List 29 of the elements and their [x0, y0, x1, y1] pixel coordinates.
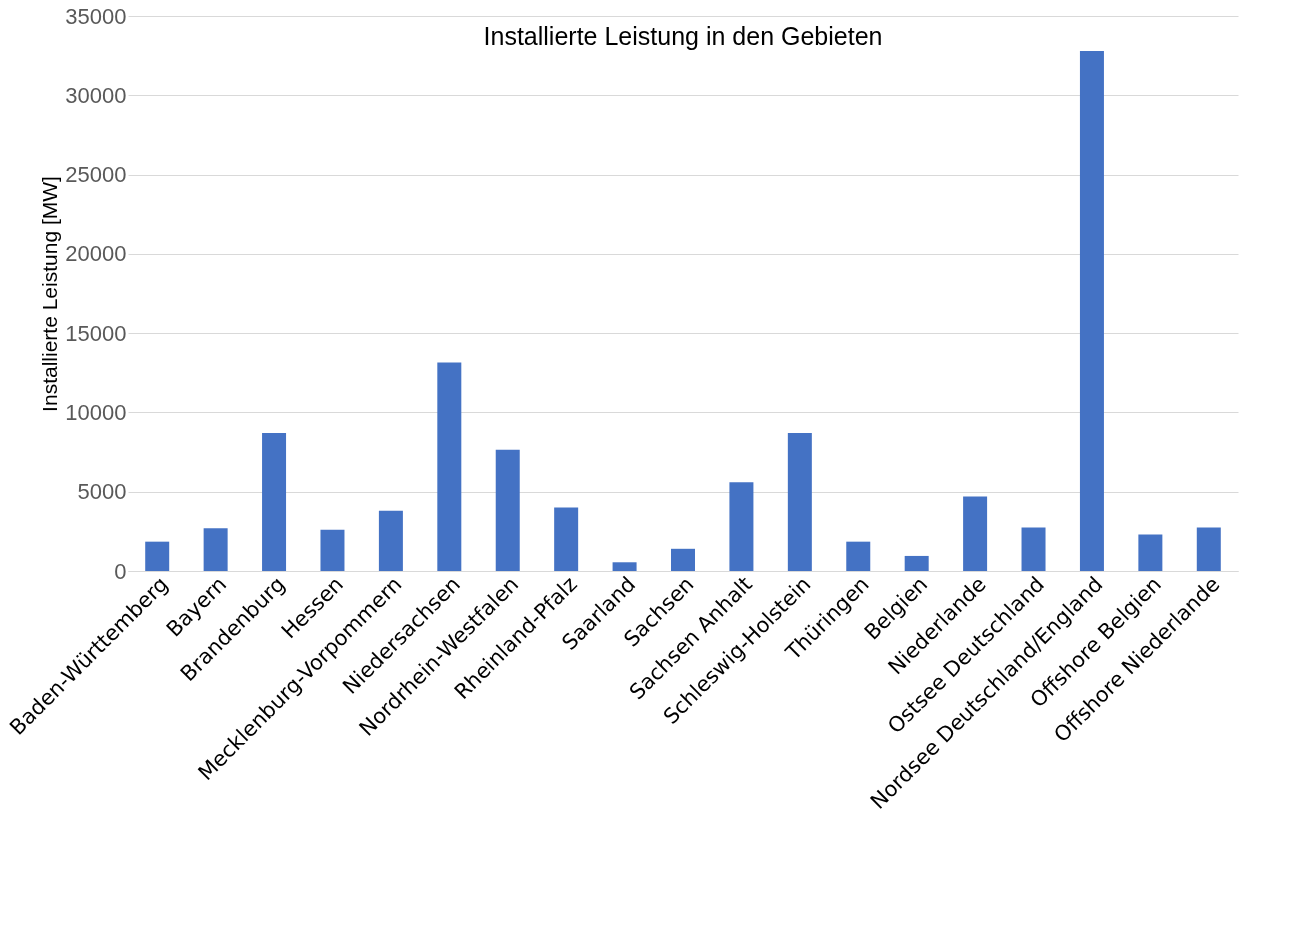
bar: [787, 433, 812, 571]
bar: [203, 528, 228, 571]
bar: [554, 507, 579, 571]
bar: [1079, 50, 1104, 571]
y-tick-label: 35000: [65, 3, 127, 29]
y-axis-title: Installierte Leistung [MW]: [38, 176, 62, 412]
y-tick-label: 30000: [65, 82, 127, 108]
y-tick-label: 15000: [65, 320, 127, 346]
bar: [1138, 534, 1163, 571]
y-tick-label: 20000: [65, 241, 127, 267]
bar: [671, 548, 695, 571]
y-tick-label: 5000: [77, 479, 127, 505]
y-tick-label: 0: [114, 558, 127, 584]
bar: [145, 541, 170, 571]
bar: [904, 555, 929, 571]
bar: [437, 362, 462, 571]
bar: [262, 433, 287, 571]
bar: [963, 496, 988, 571]
bar: [378, 510, 403, 571]
bar: [1196, 527, 1221, 571]
bar: [320, 529, 345, 571]
chart-title: Installierte Leistung in den Gebieten: [483, 22, 883, 50]
bar: [846, 541, 871, 571]
bar: [495, 449, 520, 571]
bar: [1021, 527, 1046, 571]
bar: [612, 562, 637, 571]
y-tick-label: 10000: [65, 399, 127, 425]
bar: [729, 482, 754, 571]
y-tick-label: 25000: [65, 162, 127, 188]
